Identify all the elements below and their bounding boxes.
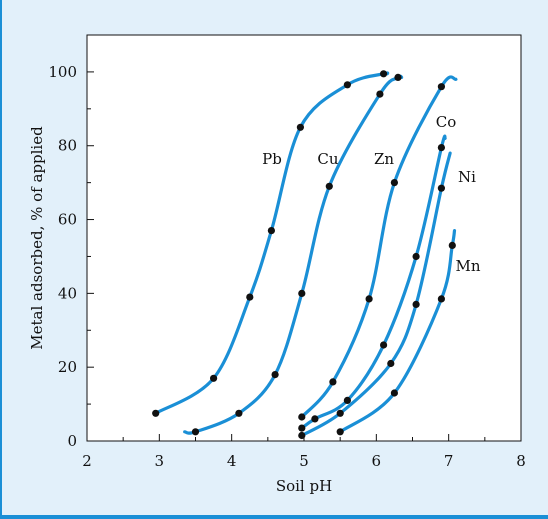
ni-data-point	[298, 431, 306, 440]
ni-data-point	[412, 300, 420, 308]
x-tick-label: 6	[372, 452, 382, 470]
cu-curve	[183, 74, 404, 435]
co-data-point	[380, 341, 388, 349]
mn-curve	[338, 229, 457, 434]
y-tick-label: 40	[58, 284, 77, 302]
x-axis-label: Soil pH	[276, 477, 332, 495]
cu-data-point	[298, 289, 306, 297]
ni-series-label: Ni	[458, 168, 476, 186]
y-tick-label: 20	[58, 358, 77, 376]
pb-data-point	[343, 81, 351, 89]
ni-data-point	[387, 359, 395, 368]
series-labels: Pb Cu Zn Co Ni Mn	[262, 113, 481, 275]
data-points	[152, 70, 456, 440]
zn-series-label: Zn	[374, 150, 394, 168]
pb-data-point	[210, 374, 218, 382]
x-tick-label: 5	[299, 452, 309, 470]
mn-data-point	[448, 241, 456, 249]
cu-data-point	[235, 409, 243, 417]
pb-curve	[154, 71, 390, 415]
x-tick-label: 7	[444, 452, 454, 470]
cu-data-point	[191, 428, 200, 436]
mn-series-label: Mn	[455, 257, 480, 275]
co-data-point	[343, 396, 351, 404]
zn-data-point	[437, 83, 445, 91]
cu-data-point	[325, 182, 333, 190]
pb-data-point	[296, 123, 304, 131]
mn-data-point	[437, 295, 445, 303]
mn-data-point	[336, 428, 344, 436]
co-data-point	[437, 144, 445, 152]
zn-data-point	[298, 413, 306, 421]
cu-data-point	[394, 73, 402, 81]
zn-data-point	[329, 378, 337, 386]
co-data-point	[298, 424, 306, 432]
x-tick-label: 4	[227, 452, 237, 470]
pb-data-point	[380, 70, 388, 78]
y-axis-label: Metal adsorbed, % of applied	[28, 126, 46, 350]
co-data-point	[311, 415, 319, 423]
y-tick-label: 60	[58, 211, 77, 229]
pb-data-point	[246, 293, 254, 301]
x-tick-label: 2	[82, 452, 92, 470]
pb-data-point	[152, 409, 160, 417]
ni-data-point	[437, 184, 445, 192]
zn-data-point	[390, 179, 398, 187]
cu-data-point	[376, 90, 384, 98]
co-data-point	[412, 252, 420, 261]
x-tick-label: 8	[516, 452, 526, 470]
mn-data-point	[390, 389, 398, 397]
y-tick-label: 100	[48, 63, 77, 81]
y-tick-label: 80	[58, 137, 77, 155]
x-tick-label: 3	[155, 452, 165, 470]
y-tick-label: 0	[67, 432, 77, 450]
plot-area	[86, 34, 522, 442]
cu-data-point	[271, 371, 279, 379]
cu-series-label: Cu	[317, 150, 338, 168]
pb-series-label: Pb	[262, 150, 282, 168]
zn-data-point	[365, 295, 373, 303]
pb-data-point	[267, 227, 275, 235]
ni-data-point	[336, 409, 344, 417]
co-series-label: Co	[436, 113, 457, 131]
